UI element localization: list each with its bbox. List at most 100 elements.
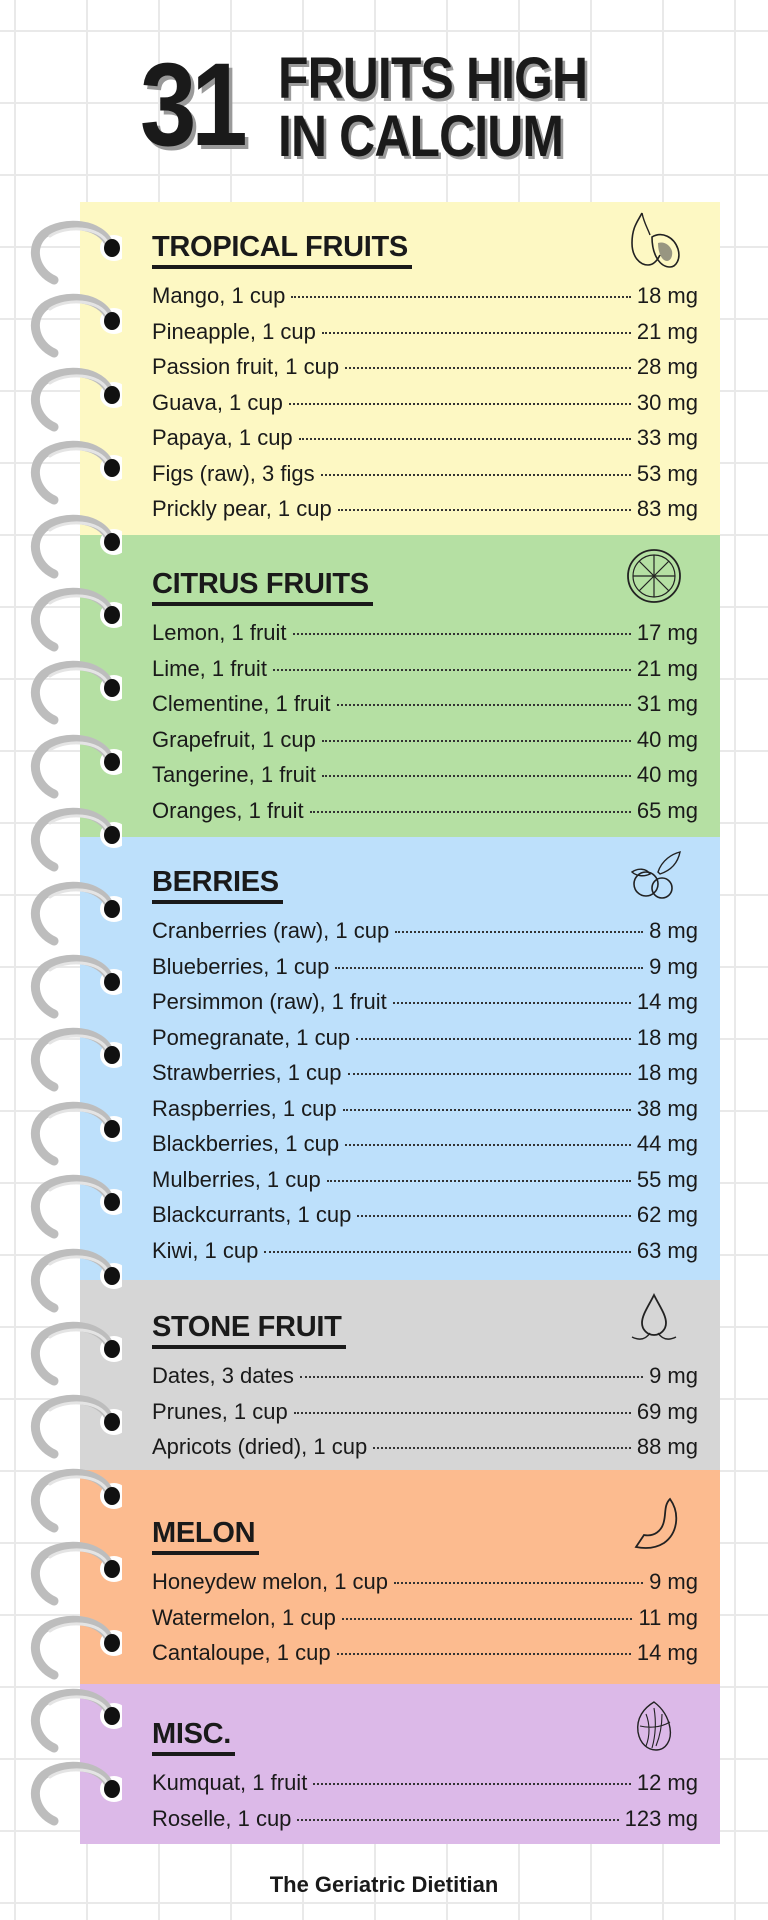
dot-leader: [299, 1376, 644, 1378]
dot-leader: [309, 810, 631, 813]
dot-leader: [345, 367, 631, 369]
dot-leader: [292, 633, 631, 635]
item-value: 33 mg: [636, 425, 698, 450]
section-misc: MISC. Kumquat, 1 fruit 12 mg Roselle, 1 cup…: [80, 1684, 720, 1844]
spiral-ring-icon: [30, 1174, 122, 1239]
list-item: Pomegranate, 1 cup 18 mg: [152, 1020, 698, 1056]
roselle-icon: [637, 1701, 672, 1751]
item-value: 21 mg: [636, 318, 698, 344]
dot-leader: [335, 966, 644, 969]
item-value: 83 mg: [636, 496, 698, 521]
list-item: Roselle, 1 cup 123 mg: [152, 1801, 698, 1837]
dot-leader: [336, 704, 631, 706]
item-name: Cranberries (raw), 1 cup: [152, 918, 390, 943]
item-value: 9 mg: [649, 1569, 698, 1594]
list-item: Oranges, 1 fruit 65 mg: [152, 793, 698, 829]
item-name: Apricots (dried), 1 cup: [152, 1434, 368, 1459]
item-name: Kumquat, 1 fruit: [152, 1770, 308, 1795]
spiral-ring-icon: [30, 954, 122, 1019]
list-item: Pineapple, 1 cup 21 mg: [152, 314, 698, 350]
spiral-ring-icon: [30, 1468, 122, 1533]
item-value: 69 mg: [636, 1398, 698, 1424]
list-item: Lemon, 1 fruit 17 mg: [152, 615, 698, 651]
section-header: MISC.: [152, 1701, 698, 1765]
spiral-ring-icon: [30, 1101, 122, 1166]
dot-leader: [321, 739, 631, 742]
list-item: Honeydew melon, 1 cup 9 mg: [152, 1564, 698, 1600]
list-item: Persimmon (raw), 1 fruit 14 mg: [152, 984, 698, 1020]
item-value: 18 mg: [636, 1024, 698, 1050]
spiral-ring-icon: [30, 514, 122, 579]
item-name: Pineapple, 1 cup: [152, 318, 316, 344]
item-name: Pomegranate, 1 cup: [152, 1024, 351, 1050]
spiral-ring-icon: [30, 1688, 122, 1753]
item-value: 14 mg: [636, 989, 698, 1014]
list-item: Mango, 1 cup 18 mg: [152, 278, 698, 314]
item-value: 40 mg: [636, 762, 698, 787]
dot-leader: [341, 1617, 633, 1620]
item-name: Mulberries, 1 cup: [152, 1166, 321, 1192]
dot-leader: [394, 1582, 644, 1584]
dot-leader: [326, 1179, 631, 1182]
drop-icon: [631, 1292, 677, 1340]
item-value: 53 mg: [636, 460, 698, 486]
spiral-ring-icon: [30, 220, 122, 285]
list-item: Kumquat, 1 fruit 12 mg: [152, 1765, 698, 1801]
list-item: Prunes, 1 cup 69 mg: [152, 1394, 698, 1430]
dot-leader: [297, 1818, 619, 1821]
item-name: Blueberries, 1 cup: [152, 953, 330, 979]
list-item: Mulberries, 1 cup 55 mg: [152, 1162, 698, 1198]
title-line-1: FRUITS HIGH: [278, 46, 588, 111]
dot-leader: [347, 1073, 631, 1075]
item-name: Tangerine, 1 fruit: [152, 762, 316, 787]
list-item: Watermelon, 1 cup 11 mg: [152, 1600, 698, 1636]
item-value: 9 mg: [649, 953, 698, 979]
spiral-ring-icon: [30, 1028, 122, 1092]
section-title: MELON: [152, 1515, 260, 1555]
item-value: 44 mg: [636, 1131, 698, 1156]
dot-leader: [356, 1037, 631, 1040]
item-value: 8 mg: [649, 918, 698, 943]
list-item: Blackberries, 1 cup 44 mg: [152, 1126, 698, 1162]
spiral-ring-icon: [30, 1762, 122, 1826]
item-value: 18 mg: [636, 283, 698, 308]
item-value: 88 mg: [636, 1434, 698, 1459]
section-title: MISC.: [152, 1716, 236, 1756]
section-header: MELON: [152, 1497, 698, 1564]
berries-icon: [630, 851, 681, 899]
item-value: 31 mg: [636, 691, 698, 716]
spiral-ring-icon: [30, 1395, 122, 1459]
item-name: Roselle, 1 cup: [152, 1805, 292, 1831]
item-value: 17 mg: [636, 620, 698, 645]
section-title: BERRIES: [152, 864, 283, 904]
section-stone-fruit: STONE FRUIT Dates, 3 dates 9 mg Prunes, 1 c…: [80, 1280, 720, 1470]
item-value: 18 mg: [636, 1060, 698, 1085]
item-name: Papaya, 1 cup: [152, 425, 293, 450]
item-name: Grapefruit, 1 cup: [152, 726, 316, 752]
item-name: Guava, 1 cup: [152, 389, 283, 415]
dot-leader: [321, 331, 631, 334]
item-name: Persimmon (raw), 1 fruit: [152, 989, 387, 1014]
item-name: Figs (raw), 3 figs: [152, 460, 315, 486]
dot-leader: [272, 668, 631, 671]
item-name: Oranges, 1 fruit: [152, 797, 304, 823]
dot-leader: [293, 1411, 631, 1414]
item-value: 12 mg: [636, 1770, 698, 1795]
list-item: Clementine, 1 fruit 31 mg: [152, 686, 698, 722]
spiral-ring-icon: [30, 1615, 122, 1680]
item-name: Lemon, 1 fruit: [152, 620, 287, 645]
item-name: Cantaloupe, 1 cup: [152, 1640, 331, 1665]
list-item: Cranberries (raw), 1 cup 8 mg: [152, 913, 698, 949]
item-name: Lime, 1 fruit: [152, 655, 267, 681]
dot-leader: [313, 1783, 631, 1785]
title-number: 31: [140, 39, 248, 171]
section-tropical-fruits: TROPICAL FRUITS Mango, 1 cup 18 mg Pineappl…: [80, 202, 720, 535]
item-value: 14 mg: [636, 1640, 698, 1665]
dot-leader: [392, 1002, 631, 1004]
melon-slice-icon: [634, 1497, 678, 1549]
item-value: 21 mg: [636, 655, 698, 681]
dot-leader: [298, 438, 631, 440]
section-header: TROPICAL FRUITS: [152, 212, 698, 278]
list-item: Blueberries, 1 cup 9 mg: [152, 949, 698, 985]
item-name: Blackcurrants, 1 cup: [152, 1202, 352, 1227]
